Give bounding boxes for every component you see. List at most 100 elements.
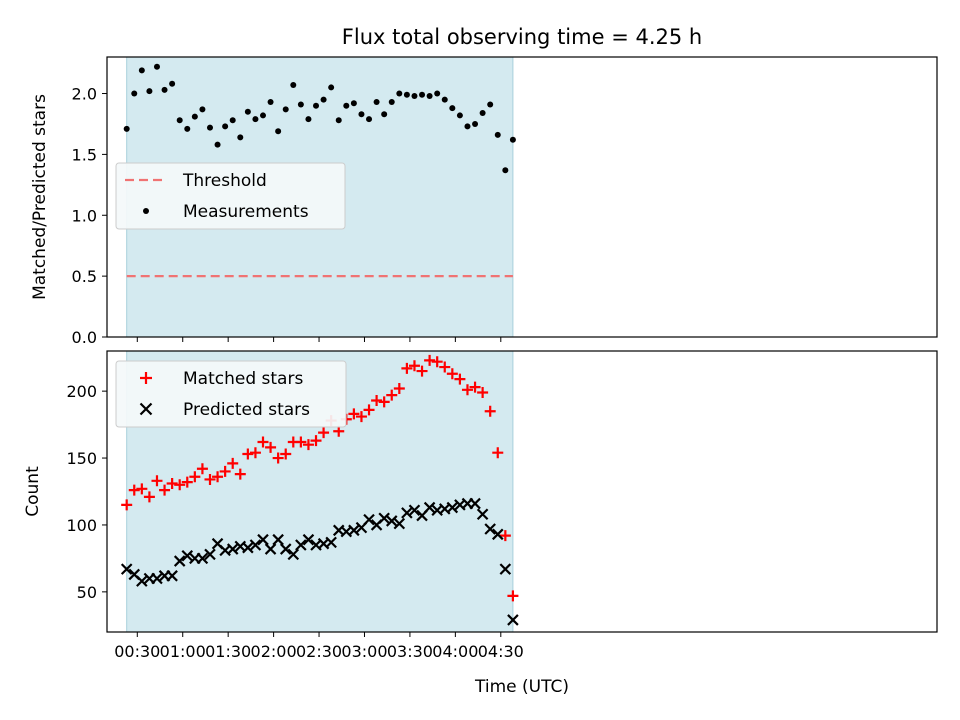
- predicted-star-point: [446, 501, 459, 514]
- measurement-point: [434, 90, 441, 97]
- measurement-point: [403, 91, 410, 98]
- matched-star-point: [227, 457, 239, 469]
- x-tick-label: 00:30: [114, 642, 160, 661]
- measurement-point: [388, 99, 395, 106]
- measurement-point: [275, 128, 282, 135]
- predicted-star-point: [302, 533, 315, 546]
- predicted-star-point: [385, 515, 398, 527]
- predicted-star-point: [363, 513, 375, 526]
- y-tick-label: 2.0: [72, 85, 97, 104]
- matched-star-point: [159, 484, 171, 496]
- measurement-point: [472, 120, 479, 127]
- legend-plus-label: Matched stars: [183, 369, 303, 389]
- predicted-star-point: [242, 541, 254, 554]
- x-tick-label: 02:30: [296, 642, 342, 661]
- predicted-star-point: [264, 543, 277, 555]
- measurement-point: [267, 99, 274, 106]
- x-tick-label: 04:30: [478, 642, 524, 661]
- y-tick-label: 100: [66, 516, 97, 535]
- y-axis-label: Matched/Predicted stars: [30, 94, 50, 300]
- matched-star-point: [484, 405, 496, 417]
- legend-x-marker: [139, 402, 153, 416]
- measurement-point: [487, 101, 494, 108]
- measurement-point: [237, 134, 244, 141]
- x-tick-label: 01:30: [205, 642, 251, 661]
- measurement-point: [494, 131, 501, 138]
- measurement-point: [456, 112, 463, 119]
- matched-star-point: [310, 435, 322, 447]
- matched-star-point: [439, 361, 451, 373]
- predicted-star-point: [204, 548, 216, 561]
- measurement-point: [411, 92, 418, 99]
- matched-star-point: [234, 468, 246, 480]
- predicted-star-point: [408, 504, 421, 517]
- matched-star-point: [499, 530, 511, 542]
- matched-star-point: [196, 463, 208, 475]
- matched-star-point: [181, 476, 193, 488]
- matched-star-point: [333, 425, 345, 437]
- predicted-star-point: [378, 512, 390, 525]
- legend-box: [115, 360, 347, 428]
- predicted-star-point: [166, 570, 178, 582]
- predicted-star-point: [287, 548, 300, 561]
- measurement-point: [373, 99, 380, 106]
- predicted-star-point: [249, 539, 262, 551]
- matched-star-point: [461, 384, 473, 396]
- matched-star-point: [280, 448, 292, 460]
- predicted-star-point: [499, 563, 512, 575]
- predicted-star-point: [469, 497, 481, 510]
- measurement-point: [222, 123, 229, 130]
- measurement-point: [282, 106, 289, 113]
- predicted-star-point: [196, 552, 209, 565]
- predicted-star-point: [173, 555, 186, 567]
- x-tick-label: 01:00: [160, 642, 206, 661]
- y-tick-label: 0.0: [72, 328, 97, 347]
- axes-frame: [106, 56, 938, 338]
- matched-star-point: [249, 447, 261, 459]
- measurement-point: [131, 90, 138, 97]
- measurement-point: [176, 117, 183, 124]
- matched-star-point: [128, 484, 140, 496]
- matched-star-point: [454, 373, 466, 385]
- measurement-point: [146, 88, 153, 95]
- measurement-point: [169, 80, 176, 87]
- measurement-point: [123, 125, 130, 132]
- measurement-point: [320, 96, 327, 103]
- matched-star-point: [272, 452, 284, 464]
- measurement-point: [335, 117, 342, 124]
- predicted-star-point: [181, 549, 194, 562]
- matched-star-point: [378, 396, 390, 408]
- predicted-star-point: [272, 533, 284, 546]
- measurement-point: [153, 63, 160, 70]
- legend-plus-marker: [140, 372, 152, 384]
- measurement-point: [313, 102, 320, 109]
- measurement-point: [449, 105, 456, 112]
- axes-frame: [106, 350, 938, 633]
- matched-star-point: [295, 436, 307, 448]
- matched-star-point: [469, 381, 481, 393]
- matched-star-point: [477, 386, 489, 398]
- measurement-point: [509, 136, 516, 143]
- matched-star-point: [136, 483, 148, 495]
- measurement-point: [184, 125, 191, 132]
- matched-star-point: [174, 479, 186, 491]
- predicted-star-point: [476, 508, 489, 521]
- measurement-point: [343, 102, 350, 109]
- measurement-point: [305, 116, 312, 123]
- measurement-point: [396, 90, 403, 97]
- predicted-star-point: [348, 524, 360, 537]
- matched-star-point: [507, 590, 519, 602]
- y-tick-label: 0.5: [72, 267, 97, 286]
- matched-star-point: [166, 477, 178, 489]
- predicted-star-point: [279, 543, 292, 555]
- y-tick-label: 50: [77, 583, 97, 602]
- measurement-point: [138, 67, 145, 74]
- measurement-point: [290, 82, 297, 88]
- matched-star-point: [393, 382, 405, 394]
- predicted-star-point: [226, 543, 239, 555]
- legend-dot-label: Measurements: [183, 202, 309, 222]
- matched-star-point: [401, 362, 413, 374]
- measurement-point: [252, 116, 259, 123]
- matched-star-point: [318, 427, 330, 439]
